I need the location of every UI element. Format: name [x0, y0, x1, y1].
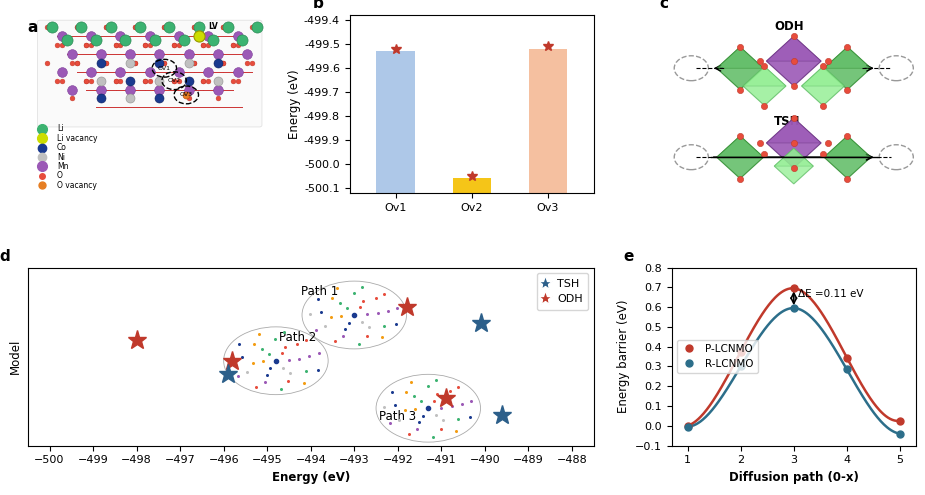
Legend: TSH, ODH: TSH, ODH: [537, 273, 588, 310]
Polygon shape: [717, 136, 763, 179]
P-LCNMO: [788, 285, 799, 291]
Text: TSH: TSH: [774, 114, 801, 128]
X-axis label: Energy (eV): Energy (eV): [272, 471, 350, 484]
Polygon shape: [774, 148, 813, 184]
Bar: [529, 49, 567, 193]
Ellipse shape: [376, 374, 480, 442]
Text: Path 1: Path 1: [301, 285, 338, 298]
Polygon shape: [824, 136, 870, 179]
Polygon shape: [802, 66, 845, 86]
R-LCNMO: [682, 424, 693, 430]
Text: OV1: OV1: [158, 66, 171, 71]
Text: Li vacancy: Li vacancy: [57, 134, 97, 143]
P-LCNMO: [735, 348, 746, 354]
Text: Mn: Mn: [57, 162, 68, 171]
Text: c: c: [660, 0, 669, 11]
Polygon shape: [767, 36, 821, 86]
Text: ODH: ODH: [774, 20, 804, 33]
Text: LV: LV: [208, 22, 218, 31]
R-LCNMO: [788, 305, 799, 311]
Text: ΔE =0.11 eV: ΔE =0.11 eV: [798, 289, 864, 299]
Text: e: e: [623, 249, 634, 264]
Bar: [452, 178, 491, 193]
Polygon shape: [824, 47, 870, 68]
Text: Path 2: Path 2: [279, 331, 316, 344]
Line: P-LCNMO: P-LCNMO: [684, 285, 904, 429]
Ellipse shape: [224, 327, 328, 395]
Text: Path 3: Path 3: [379, 410, 416, 423]
R-LCNMO: [894, 431, 906, 437]
Polygon shape: [767, 118, 821, 143]
Polygon shape: [717, 47, 763, 90]
Polygon shape: [774, 148, 813, 166]
Text: d: d: [0, 249, 10, 264]
R-LCNMO: [841, 366, 852, 372]
Polygon shape: [717, 47, 763, 68]
Y-axis label: Energy barrier (eV): Energy barrier (eV): [617, 300, 630, 413]
Text: O vacancy: O vacancy: [57, 181, 97, 190]
Polygon shape: [802, 66, 845, 105]
P-LCNMO: [894, 418, 906, 424]
Polygon shape: [717, 136, 763, 157]
P-LCNMO: [682, 423, 693, 429]
FancyBboxPatch shape: [38, 20, 262, 127]
Polygon shape: [824, 47, 870, 90]
Text: Ni: Ni: [57, 152, 65, 161]
Y-axis label: Model: Model: [9, 339, 22, 374]
Ellipse shape: [302, 281, 406, 349]
Text: Li: Li: [57, 124, 64, 133]
Text: b: b: [314, 0, 324, 11]
Legend: P-LCNMO, R-LCNMO: P-LCNMO, R-LCNMO: [677, 340, 758, 373]
Bar: [376, 51, 414, 193]
Polygon shape: [824, 136, 870, 157]
Text: Co: Co: [57, 143, 67, 152]
Polygon shape: [743, 66, 786, 105]
Polygon shape: [767, 36, 821, 61]
P-LCNMO: [841, 354, 852, 360]
Text: OV2: OV2: [167, 78, 180, 83]
Y-axis label: Energy (eV): Energy (eV): [289, 69, 302, 139]
X-axis label: Diffusion path (0-x): Diffusion path (0-x): [729, 471, 858, 484]
Polygon shape: [743, 66, 786, 86]
Text: O: O: [57, 171, 63, 180]
Line: R-LCNMO: R-LCNMO: [684, 304, 904, 437]
Polygon shape: [767, 118, 821, 168]
Text: a: a: [28, 20, 38, 35]
Text: OV3: OV3: [179, 93, 193, 98]
R-LCNMO: [735, 363, 746, 369]
